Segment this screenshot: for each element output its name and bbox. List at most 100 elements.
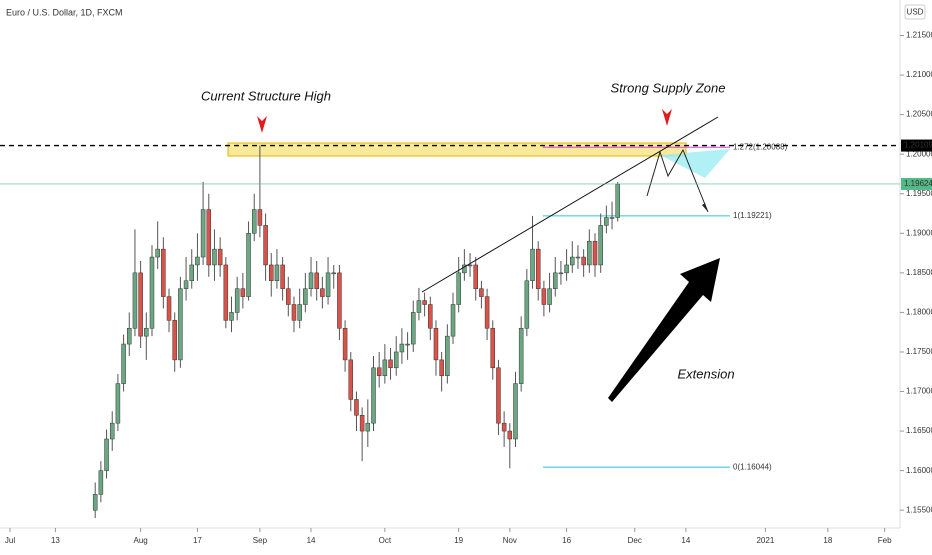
candle-body bbox=[467, 264, 473, 267]
candle-body bbox=[183, 280, 189, 289]
candle-body bbox=[132, 272, 138, 329]
candle-body bbox=[462, 264, 467, 274]
candle-body bbox=[507, 430, 513, 440]
candle-body bbox=[609, 217, 615, 219]
x-tick-label: 19 bbox=[454, 536, 463, 545]
candle-body bbox=[269, 264, 274, 282]
price-badge bbox=[901, 139, 932, 152]
candle-body bbox=[575, 256, 581, 259]
x-tick-label: Sep bbox=[253, 536, 268, 545]
candle-body bbox=[382, 359, 388, 376]
candle-body bbox=[121, 343, 126, 384]
fib-label: 0(1.16044) bbox=[733, 462, 772, 471]
candle-body bbox=[445, 335, 450, 376]
candle-body bbox=[109, 422, 115, 440]
candle-body bbox=[348, 359, 354, 400]
candle-body bbox=[405, 343, 410, 346]
candle-body bbox=[161, 248, 166, 297]
candle-body bbox=[592, 240, 598, 266]
x-tick-label: Aug bbox=[134, 536, 148, 545]
candle-body bbox=[365, 422, 371, 432]
candle-body bbox=[513, 383, 518, 440]
currency-badge bbox=[904, 4, 926, 20]
candle-body bbox=[127, 327, 132, 345]
projection-zone bbox=[660, 149, 730, 178]
candle-body bbox=[456, 272, 461, 305]
y-tick-label: 1.20000 bbox=[906, 149, 932, 158]
candle-body bbox=[524, 280, 530, 329]
candle-body bbox=[598, 225, 603, 266]
candle-body bbox=[263, 225, 268, 266]
candle-body bbox=[314, 272, 319, 289]
candle-body bbox=[155, 248, 160, 258]
y-tick-label: 1.19000 bbox=[906, 228, 932, 237]
candle-body bbox=[223, 264, 229, 321]
candle-body bbox=[166, 296, 172, 321]
candle-body bbox=[138, 272, 143, 337]
candle-body bbox=[291, 304, 297, 321]
candle-body bbox=[320, 288, 325, 297]
y-tick-label: 1.21500 bbox=[906, 31, 932, 40]
candle-body bbox=[303, 288, 308, 305]
annotation: Strong Supply Zone bbox=[611, 80, 726, 95]
extension-arrow bbox=[608, 258, 720, 402]
candle-body bbox=[246, 233, 251, 297]
y-tick-label: 1.17000 bbox=[906, 387, 932, 396]
supply-zone bbox=[227, 142, 687, 157]
candle-body bbox=[172, 320, 177, 361]
x-tick-label: Feb bbox=[878, 536, 892, 545]
candle-body bbox=[149, 256, 155, 329]
x-tick-label: 14 bbox=[681, 536, 690, 545]
candle-body bbox=[587, 240, 592, 266]
candle-body bbox=[547, 288, 552, 305]
candle-body bbox=[581, 256, 586, 266]
candle-body bbox=[178, 288, 183, 361]
marker-arrow bbox=[257, 116, 267, 133]
candle-body bbox=[450, 304, 456, 337]
candle-body bbox=[433, 327, 439, 361]
candle-body bbox=[530, 248, 535, 282]
candle-body bbox=[416, 300, 422, 313]
candle-body bbox=[428, 304, 433, 329]
candle-body bbox=[240, 288, 246, 297]
x-tick-label: 14 bbox=[307, 536, 316, 545]
x-tick-label: 13 bbox=[51, 536, 60, 545]
projection-arrowhead bbox=[702, 203, 708, 212]
candle-body bbox=[535, 248, 541, 289]
candle-body bbox=[552, 272, 558, 289]
x-tick-label: Dec bbox=[628, 536, 642, 545]
candle-body bbox=[92, 494, 98, 511]
candle-body bbox=[558, 272, 564, 275]
y-tick-label: 1.21000 bbox=[906, 70, 932, 79]
last-price: 1.19624 bbox=[904, 179, 932, 188]
candle-body bbox=[564, 264, 569, 274]
y-tick-label: 1.17500 bbox=[906, 347, 932, 356]
candle-body bbox=[212, 248, 217, 266]
candle-body bbox=[604, 217, 609, 226]
candle-body bbox=[371, 367, 376, 424]
candle-body bbox=[359, 415, 365, 432]
price-badge bbox=[901, 177, 932, 190]
x-tick-label: Jul bbox=[5, 536, 15, 545]
candle-body bbox=[496, 367, 501, 424]
candle-body bbox=[286, 288, 291, 305]
x-tick-label: 17 bbox=[193, 536, 202, 545]
candle-body bbox=[331, 272, 336, 275]
candle-body bbox=[217, 248, 223, 266]
y-tick-label: 1.15500 bbox=[906, 505, 932, 514]
candle-body bbox=[473, 264, 478, 289]
y-tick-label: 1.16000 bbox=[906, 466, 932, 475]
candle-body bbox=[297, 304, 302, 321]
chart-title: Euro / U.S. Dollar, 1D, FXCM bbox=[6, 7, 123, 17]
x-tick-label: 2021 bbox=[756, 536, 774, 545]
candle-body bbox=[206, 209, 212, 266]
candle-body bbox=[280, 264, 285, 289]
x-tick-label: Nov bbox=[503, 536, 517, 545]
y-tick-label: 1.20500 bbox=[906, 110, 932, 119]
candle-body bbox=[422, 300, 427, 305]
currency: USD bbox=[907, 8, 924, 17]
candle-body bbox=[115, 383, 121, 424]
fib-label: 1.272(1.20088) bbox=[733, 142, 788, 151]
